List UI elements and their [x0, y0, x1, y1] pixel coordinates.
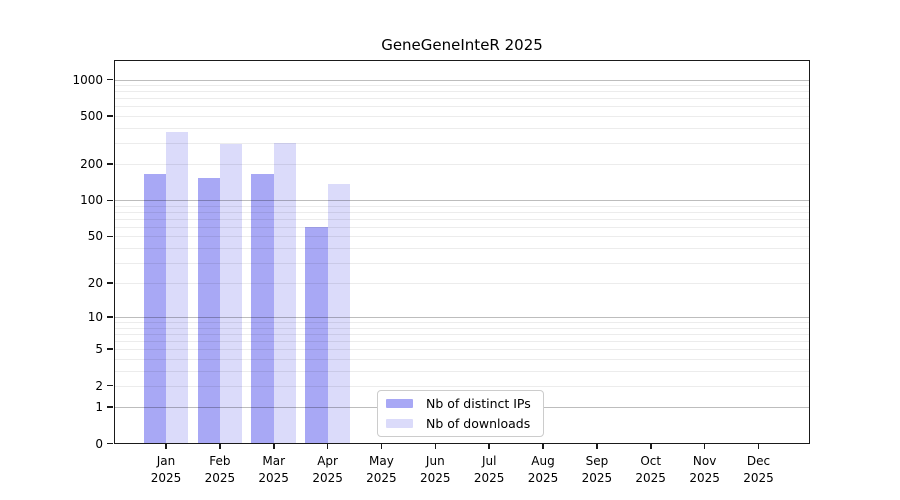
x-axis-tick-label: Jun 2025 — [420, 453, 451, 485]
x-axis-tick-label: Apr 2025 — [312, 453, 343, 485]
y-axis-tick — [107, 406, 113, 408]
legend-swatch-distinct-ips-icon — [386, 399, 413, 408]
bar-distinct-ips-jan-2025 — [143, 173, 166, 444]
x-axis-tick — [488, 443, 490, 449]
x-axis-tick-label: Sep 2025 — [581, 453, 613, 485]
minor-gridline — [113, 116, 810, 117]
x-axis-tick-label: Aug 2025 — [527, 453, 559, 485]
x-axis-tick — [165, 443, 167, 449]
y-axis-tick — [107, 115, 113, 117]
legend-swatch-downloads-icon — [386, 419, 413, 428]
bar-downloads-mar-2025 — [273, 142, 296, 444]
x-axis-tick — [273, 443, 275, 449]
x-axis-tick-label: May 2025 — [366, 453, 397, 485]
legend-item-distinct-ips: Nb of distinct IPs — [386, 396, 535, 411]
y-axis-tick-label: 20 — [87, 276, 103, 291]
y-axis-tick — [107, 282, 113, 284]
x-axis-tick — [434, 443, 437, 449]
legend-label-distinct-ips: Nb of distinct IPs — [426, 396, 531, 411]
x-axis-tick-label: Feb 2025 — [204, 453, 236, 485]
legend: Nb of distinct IPs Nb of downloads — [377, 390, 544, 437]
plot-area — [113, 60, 810, 444]
bar-distinct-ips-apr-2025 — [305, 226, 328, 444]
x-axis-tick-label: Mar 2025 — [258, 453, 289, 485]
minor-gridline — [113, 85, 810, 87]
y-axis-tick-label: 1000 — [72, 72, 103, 87]
bar-downloads-jan-2025 — [166, 132, 189, 444]
y-axis-tick — [107, 316, 113, 318]
minor-gridline — [113, 164, 810, 166]
minor-gridline — [113, 106, 810, 108]
bar-distinct-ips-mar-2025 — [251, 174, 274, 444]
bar-distinct-ips-feb-2025 — [197, 177, 220, 444]
x-axis-tick — [542, 443, 544, 449]
x-axis-tick — [703, 443, 706, 449]
chart-title: GeneGeneInteR 2025 — [381, 36, 543, 54]
y-axis-tick-label: 2 — [95, 378, 103, 393]
x-axis-tick — [380, 443, 383, 449]
x-axis-tick-label: Jul 2025 — [473, 453, 505, 485]
minor-gridline — [113, 91, 810, 93]
y-axis-tick — [107, 199, 113, 202]
x-axis-tick — [650, 443, 652, 449]
y-axis-tick-label: 10 — [87, 310, 103, 325]
x-axis-tick — [596, 443, 598, 449]
bar-downloads-apr-2025 — [327, 183, 350, 444]
y-axis-tick-label: 0 — [95, 436, 103, 451]
y-axis-tick — [107, 384, 113, 387]
y-axis-tick — [107, 442, 113, 445]
x-axis-tick-label: Oct 2025 — [635, 453, 666, 485]
y-axis-tick — [107, 235, 113, 238]
minor-gridline — [113, 127, 810, 129]
y-axis-tick — [107, 348, 113, 350]
y-axis-tick-label: 500 — [80, 109, 103, 123]
x-axis-tick — [757, 443, 760, 449]
minor-gridline — [113, 98, 810, 100]
y-axis-tick-label: 100 — [80, 193, 103, 208]
y-axis-tick — [107, 163, 113, 165]
major-gridline — [113, 79, 810, 81]
y-axis-tick-label: 50 — [87, 229, 103, 244]
x-axis-tick-label: Nov 2025 — [689, 453, 720, 485]
legend-label-downloads: Nb of downloads — [426, 416, 531, 431]
bar-downloads-feb-2025 — [219, 143, 243, 444]
x-axis-tick — [219, 443, 221, 449]
x-axis-tick-label: Dec 2025 — [743, 453, 774, 485]
minor-gridline — [113, 142, 810, 144]
y-axis-tick-label: 1 — [95, 400, 103, 414]
y-axis-tick — [107, 78, 113, 81]
y-axis-tick-label: 200 — [80, 157, 103, 172]
x-axis-tick-label: Jan 2025 — [150, 453, 182, 485]
legend-item-downloads: Nb of downloads — [386, 416, 535, 431]
y-axis-tick-label: 5 — [95, 342, 103, 357]
x-axis-tick — [326, 443, 329, 449]
